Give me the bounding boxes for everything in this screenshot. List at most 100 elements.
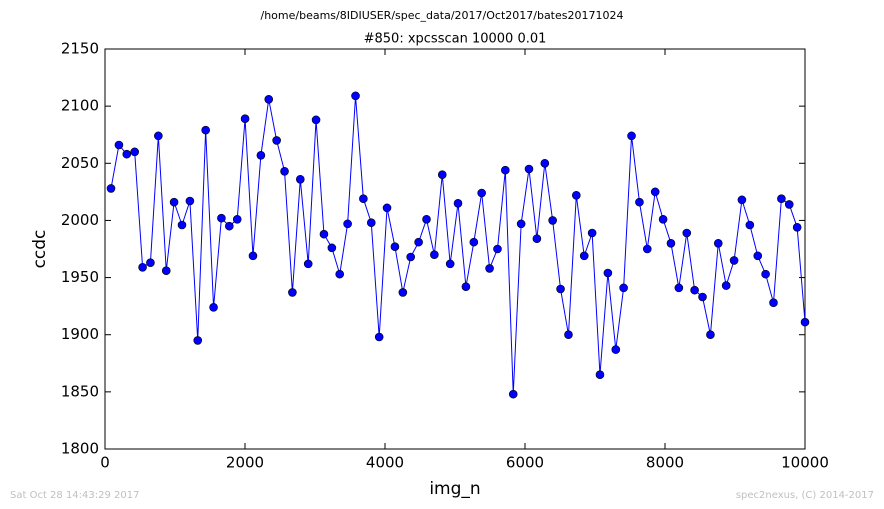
data-point <box>414 237 423 247</box>
y-tick-label: 1800 <box>61 440 99 458</box>
data-point <box>122 149 132 159</box>
data-point <box>516 219 526 229</box>
data-point <box>761 269 770 279</box>
data-point <box>493 244 502 254</box>
x-tick-label: 4000 <box>366 454 404 472</box>
data-point <box>753 251 763 261</box>
data-point <box>225 221 234 231</box>
data-point <box>792 222 802 232</box>
data-point <box>288 288 297 297</box>
data-point <box>587 228 597 238</box>
data-point <box>217 213 226 223</box>
data-point <box>169 197 179 207</box>
data-point <box>469 237 479 247</box>
data-point <box>161 266 171 276</box>
data-point <box>729 256 739 265</box>
y-tick-label: 2050 <box>61 154 99 172</box>
data-point <box>185 196 195 206</box>
data-point <box>114 140 124 150</box>
data-point <box>548 216 557 225</box>
data-point <box>477 188 486 198</box>
footer-credit: spec2nexus, (C) 2014-2017 <box>736 490 874 501</box>
data-point <box>335 269 345 279</box>
data-point <box>777 194 786 204</box>
data-point <box>437 170 447 180</box>
data-point <box>445 259 455 269</box>
y-tick-label: 1950 <box>61 268 99 286</box>
suptitle: /home/beams/8IDIUSER/spec_data/2017/Oct2… <box>261 9 624 22</box>
x-axis-label: img_n <box>429 479 480 499</box>
data-point <box>508 389 518 399</box>
data-point <box>256 150 266 160</box>
y-tick-label: 2000 <box>61 211 99 229</box>
data-point <box>366 218 376 228</box>
data-point <box>461 282 471 292</box>
data-point <box>745 220 755 230</box>
data-point <box>635 197 644 207</box>
footer-date: Sat Oct 28 14:43:29 2017 <box>10 490 140 501</box>
data-point <box>556 284 565 294</box>
data-point <box>201 125 210 135</box>
data-point <box>232 214 242 224</box>
data-point <box>248 251 258 261</box>
data-point <box>650 187 660 197</box>
data-point <box>706 330 715 340</box>
data-point <box>422 214 431 224</box>
data-point <box>690 285 699 295</box>
data-point <box>800 317 810 327</box>
data-point <box>658 214 668 224</box>
data-point <box>603 268 613 278</box>
data-point <box>130 147 139 157</box>
data-point <box>619 283 628 293</box>
data-point <box>177 220 187 230</box>
data-point <box>721 281 731 290</box>
data-point <box>264 94 274 104</box>
data-point <box>343 219 352 229</box>
data-point <box>501 165 510 175</box>
data-line <box>110 95 806 395</box>
data-point <box>642 244 652 254</box>
data-point <box>193 336 203 345</box>
data-point <box>295 174 305 184</box>
x-tick-label: 10000 <box>781 454 829 472</box>
data-point <box>280 166 289 176</box>
data-point <box>666 238 676 248</box>
data-point <box>154 131 163 141</box>
data-point <box>524 164 534 174</box>
data-point <box>359 194 368 204</box>
data-point <box>146 258 155 268</box>
data-point <box>485 264 494 273</box>
data-point <box>209 302 218 312</box>
x-tick-label: 0 <box>100 454 110 472</box>
data-point <box>351 91 360 101</box>
data-point <box>682 228 692 238</box>
data-point <box>406 252 415 262</box>
data-point <box>382 203 392 213</box>
data-point <box>769 298 778 308</box>
data-point <box>564 330 573 340</box>
chart-title: #850: xpcsscan 10000 0.01 <box>364 32 547 47</box>
y-axis-label: ccdc <box>30 230 50 269</box>
data-point <box>674 283 684 293</box>
y-tick-label: 2100 <box>61 97 99 115</box>
data-point <box>327 243 337 253</box>
x-tick-label: 6000 <box>506 454 544 472</box>
data-point <box>572 190 581 200</box>
data-point <box>453 198 463 208</box>
data-point <box>303 259 313 269</box>
data-point <box>319 229 329 239</box>
data-point <box>540 158 550 168</box>
y-tick-label: 1850 <box>61 382 99 400</box>
data-point <box>311 115 321 125</box>
data-point <box>272 136 281 145</box>
data-point <box>240 114 250 124</box>
data-point <box>627 131 636 141</box>
data-point <box>611 345 621 354</box>
data-point <box>390 242 400 252</box>
data-point <box>398 288 408 297</box>
data-point <box>579 251 589 261</box>
data-point <box>595 370 605 380</box>
data-point <box>713 238 723 248</box>
